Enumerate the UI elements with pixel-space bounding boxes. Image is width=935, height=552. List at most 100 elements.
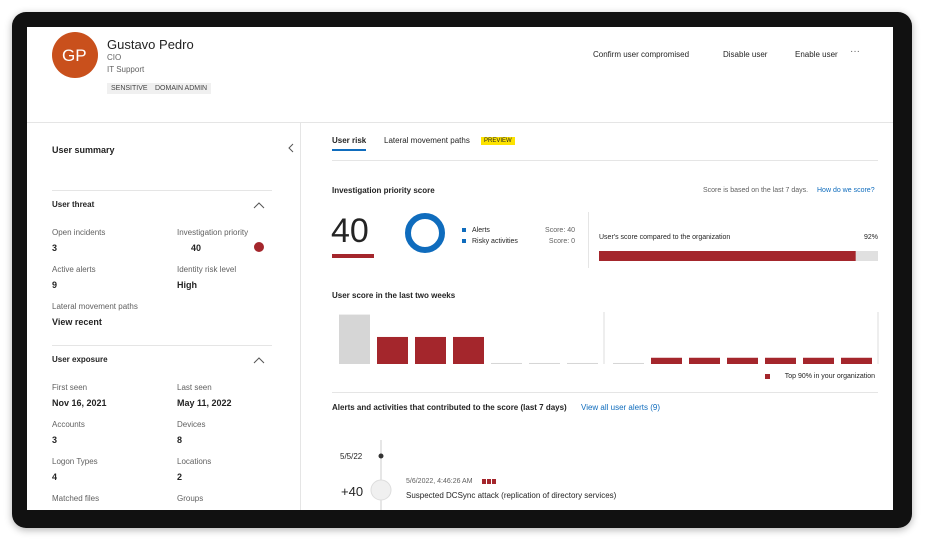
chart-legend: Top 90% in your organization (784, 373, 875, 380)
legend-swatch (462, 239, 466, 243)
panel-title: User summary (52, 145, 115, 155)
chevron[interactable] (253, 202, 265, 209)
section-title: Alerts and activities that contributed t… (332, 403, 567, 412)
bar (415, 336, 446, 364)
tab[interactable]: User risk (332, 136, 367, 145)
section-title: Investigation priority score (332, 186, 435, 195)
legend-score: Score: 0 (548, 238, 575, 245)
entry-name[interactable]: Suspected DCSync attack (replication of … (406, 491, 617, 500)
badge: PREVIEW (481, 137, 515, 145)
severity (487, 479, 491, 484)
score: 40 (331, 212, 369, 250)
screen: GP Gustavo Pedro CIO IT Support SENSITIV… (27, 27, 893, 510)
chart-title: User score in the last two weeks (332, 291, 456, 300)
role: CIO (107, 53, 122, 62)
note: Score is based on the last 7 days. (703, 187, 809, 194)
section-title: User exposure (52, 355, 108, 364)
field-label: Logon Types (52, 457, 98, 466)
bar (567, 362, 598, 364)
action[interactable]: Disable user (723, 50, 768, 59)
date: 5/5/22 (340, 452, 363, 461)
entry-time: 5/6/2022, 4:46:26 AM (406, 478, 473, 485)
tag: SENSITIVE (107, 83, 152, 94)
tab-indicator (332, 149, 366, 151)
action[interactable]: Enable user (795, 50, 838, 59)
divider (332, 392, 878, 393)
field-label: Active alerts (52, 265, 96, 274)
tab[interactable]: Lateral movement paths (384, 136, 470, 145)
score-underline (332, 254, 374, 258)
bar (453, 336, 484, 364)
legend-swatch (765, 374, 770, 379)
collapse-icon[interactable] (288, 143, 294, 153)
link[interactable]: View all user alerts (9) (581, 403, 660, 412)
divider (52, 190, 272, 191)
field-value: 9 (52, 280, 58, 290)
chevron[interactable] (253, 357, 265, 364)
content: GP Gustavo Pedro CIO IT Support SENSITIV… (27, 27, 893, 510)
bar (491, 362, 522, 364)
divider (300, 122, 301, 510)
bar (765, 357, 796, 364)
more[interactable]: ··· (850, 46, 860, 57)
donut (405, 213, 445, 253)
tag: DOMAIN ADMIN (151, 83, 212, 94)
field-value: 3 (52, 243, 58, 253)
alert-icon (254, 242, 264, 252)
bar (803, 357, 834, 364)
bar (377, 336, 408, 364)
bell-icon (370, 479, 392, 501)
compare-bar (599, 251, 856, 261)
divider (588, 212, 589, 268)
user-name: Gustavo Pedro (107, 37, 194, 52)
field-value: 4 (52, 472, 58, 482)
field-label: Groups (177, 494, 204, 503)
divider (52, 345, 272, 346)
entry-score: +40 (341, 484, 364, 499)
legend-score: Score: 40 (545, 227, 575, 234)
field-value: May 11, 2022 (177, 398, 232, 408)
field-label: Investigation priority (177, 228, 249, 237)
bar (841, 357, 872, 364)
initials: GP (62, 46, 87, 65)
compare-value: 92% (863, 234, 878, 241)
avatar (52, 32, 98, 78)
field-value: Nov 16, 2021 (52, 398, 107, 408)
divider (27, 122, 893, 123)
bar (727, 357, 758, 364)
bar (651, 357, 682, 364)
field-label: Last seen (177, 383, 212, 392)
field-label: Identity risk level (177, 265, 237, 274)
severity (492, 479, 496, 484)
field-label: First seen (52, 383, 88, 392)
department: IT Support (107, 65, 145, 74)
compare-label: User's score compared to the organizatio… (599, 234, 731, 241)
field-value: 40 (191, 243, 202, 253)
action[interactable]: Confirm user compromised (593, 50, 690, 59)
bar (339, 314, 370, 364)
field-label: Devices (177, 420, 206, 429)
graphics (52, 32, 879, 510)
divider (332, 160, 878, 161)
field-value: 2 (177, 472, 183, 482)
field-value: High (177, 280, 197, 290)
bar (613, 362, 644, 364)
field-value[interactable]: View recent (52, 317, 102, 327)
section-title: User threat (52, 200, 95, 209)
field-label: Lateral movement paths (52, 302, 138, 311)
field-value: 3 (52, 435, 58, 445)
bar (529, 362, 560, 364)
timeline-dot (378, 453, 384, 459)
legend-name: Risky activities (472, 238, 518, 245)
field-label: Accounts (52, 420, 85, 429)
legend-name: Alerts (472, 227, 490, 234)
field-value: 8 (177, 435, 183, 445)
field-label: Locations (177, 457, 212, 466)
field-label: Matched files (52, 494, 100, 503)
bar (689, 357, 720, 364)
legend-swatch (462, 228, 466, 232)
field-label: Open incidents (52, 228, 106, 237)
severity (482, 479, 486, 484)
link[interactable]: How do we score? (817, 187, 875, 194)
